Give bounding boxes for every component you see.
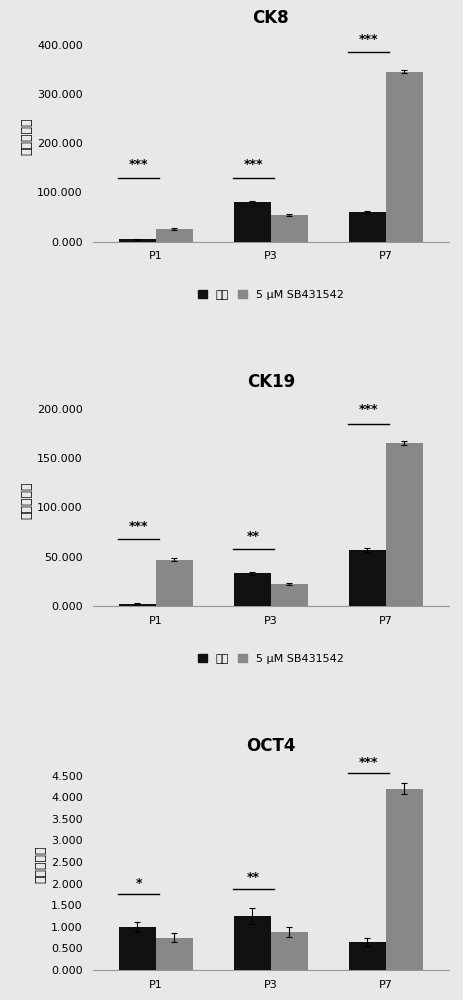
Bar (234, 573, 271, 606)
Text: *: * (135, 877, 142, 890)
Bar (119, 604, 156, 606)
Text: **: ** (247, 871, 260, 884)
Text: ***: *** (129, 520, 148, 533)
Bar (349, 212, 386, 242)
Text: ***: *** (244, 158, 263, 171)
Title: OCT4: OCT4 (246, 737, 295, 755)
Bar (349, 942, 386, 970)
Bar (386, 443, 423, 606)
Title: CK8: CK8 (252, 9, 289, 27)
Legend: 对照, 5 μM SB431542: 对照, 5 μM SB431542 (198, 290, 344, 300)
Bar (156, 938, 193, 970)
Text: ***: *** (129, 158, 148, 171)
Legend: 对照, 5 μM SB431542: 对照, 5 μM SB431542 (198, 654, 344, 664)
Bar (271, 215, 307, 242)
Y-axis label: 相对表达量: 相对表达量 (34, 845, 47, 883)
Y-axis label: 相对表达量: 相对表达量 (20, 481, 33, 519)
Bar (271, 932, 307, 970)
Bar (156, 560, 193, 606)
Text: **: ** (247, 530, 260, 543)
Text: ***: *** (359, 33, 378, 46)
Bar (156, 229, 193, 242)
Text: ***: *** (359, 403, 378, 416)
Bar (386, 789, 423, 970)
Title: CK19: CK19 (247, 373, 295, 391)
Bar (119, 927, 156, 970)
Bar (119, 239, 156, 242)
Text: ***: *** (359, 756, 378, 769)
Bar (271, 584, 307, 606)
Y-axis label: 相对表达量: 相对表达量 (20, 117, 33, 155)
Bar (234, 202, 271, 242)
Bar (386, 72, 423, 242)
Bar (234, 916, 271, 970)
Bar (349, 550, 386, 606)
